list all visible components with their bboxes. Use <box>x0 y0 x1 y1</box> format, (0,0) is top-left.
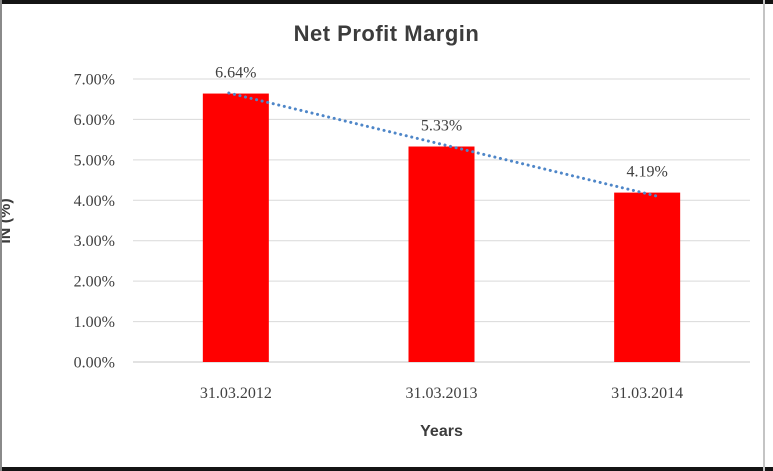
x-axis-title: Years <box>420 423 463 440</box>
trendline <box>227 91 659 198</box>
y-tick-label: 1.00% <box>74 314 115 331</box>
x-tick-label: 31.03.2013 <box>406 385 478 402</box>
data-label: 6.64% <box>215 65 256 82</box>
y-tick-label: 6.00% <box>74 112 115 129</box>
y-tick-label: 5.00% <box>74 152 115 169</box>
bar <box>202 93 269 362</box>
y-tick-label: 2.00% <box>74 274 115 291</box>
frame-border-right <box>763 0 765 471</box>
bar <box>614 192 681 362</box>
y-tick-label: 3.00% <box>74 233 115 250</box>
y-tick-label: 4.00% <box>74 193 115 210</box>
x-tick-label: 31.03.2012 <box>200 385 272 402</box>
y-tick-label: 7.00% <box>74 72 115 89</box>
frame-border-top <box>0 0 773 4</box>
x-tick-label: 31.03.2014 <box>611 385 683 402</box>
bar <box>408 146 475 362</box>
data-label: 5.33% <box>421 118 462 135</box>
y-tick-label: 0.00% <box>74 355 115 372</box>
data-label: 4.19% <box>627 164 668 181</box>
chart-title: Net Profit Margin <box>293 21 480 46</box>
frame-border-left <box>0 0 2 471</box>
frame-border-bottom <box>0 467 773 471</box>
